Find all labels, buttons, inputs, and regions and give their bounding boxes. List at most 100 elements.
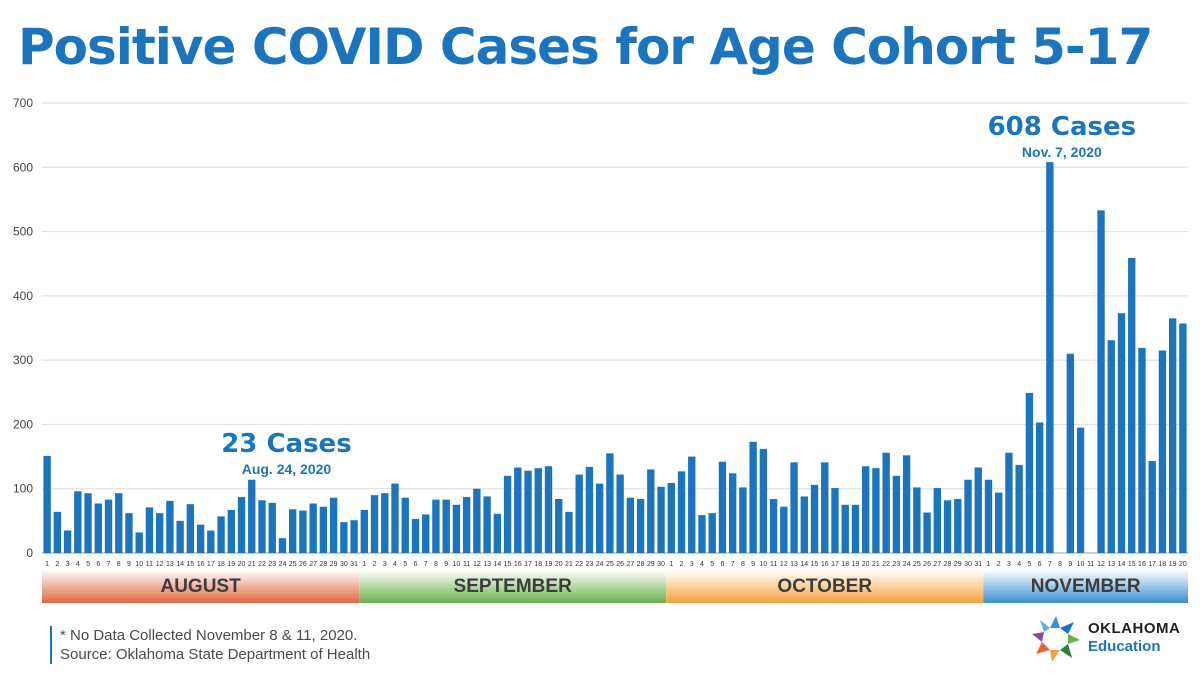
- day-label: 2: [55, 561, 59, 568]
- bar: [452, 504, 461, 553]
- day-label: 16: [514, 561, 522, 568]
- day-label: 10: [135, 561, 143, 568]
- bar: [503, 475, 512, 553]
- bar: [125, 513, 133, 553]
- bar: [340, 522, 348, 553]
- day-label: 30: [657, 561, 665, 568]
- day-label: 18: [217, 561, 225, 568]
- bar: [411, 518, 420, 553]
- day-label: 3: [383, 561, 387, 568]
- day-label: 1: [669, 561, 673, 568]
- day-label: 11: [770, 561, 777, 568]
- day-label: 8: [741, 561, 745, 568]
- day-label: 22: [882, 561, 890, 568]
- day-label: 14: [176, 561, 184, 568]
- bar: [53, 511, 62, 553]
- bar: [94, 503, 102, 553]
- bar: [749, 441, 757, 553]
- annotation-label: 608 Cases: [988, 112, 1137, 142]
- day-label: 14: [800, 561, 808, 568]
- month-bands: AUGUST SEPTEMBER OCTOBER NOVEMBER: [42, 570, 1188, 603]
- day-label: 11: [146, 561, 153, 568]
- bar: [1128, 257, 1136, 553]
- bar: [862, 466, 870, 553]
- bar: [166, 500, 174, 553]
- day-label: 12: [473, 561, 481, 568]
- day-label: 19: [227, 561, 235, 568]
- y-tick-label: 500: [13, 225, 33, 239]
- bar: [575, 474, 583, 553]
- day-label: 1: [987, 561, 991, 568]
- bar: [769, 499, 778, 553]
- day-label: 5: [403, 561, 407, 568]
- bar: [217, 516, 225, 553]
- bar: [473, 488, 481, 553]
- day-label: 29: [330, 561, 338, 568]
- bar: [1138, 347, 1146, 553]
- y-tick-label: 400: [13, 289, 33, 303]
- day-label: 18: [1159, 561, 1167, 568]
- month-band: [42, 570, 360, 603]
- bar: [872, 468, 880, 553]
- day-label: 4: [76, 561, 80, 568]
- logo-text: OKLAHOMA Education: [1088, 620, 1180, 656]
- day-label: 6: [720, 561, 724, 568]
- day-label: 6: [96, 561, 100, 568]
- day-label: 10: [1077, 561, 1085, 568]
- bar: [759, 448, 768, 553]
- bar: [555, 499, 563, 553]
- day-label: 28: [637, 561, 645, 568]
- bars: [43, 162, 1187, 553]
- day-label: 9: [444, 561, 448, 568]
- day-label: 14: [1118, 561, 1126, 568]
- bar: [196, 524, 205, 553]
- day-label: 23: [586, 561, 594, 568]
- day-label: 29: [954, 561, 962, 568]
- day-label: 4: [393, 561, 397, 568]
- day-label: 11: [463, 561, 470, 568]
- day-label: 15: [1128, 561, 1136, 568]
- bar: [1158, 350, 1167, 553]
- annotations: 23 Cases Aug. 24, 2020 608 Cases Nov. 7, 20…: [221, 112, 1136, 477]
- bar: [790, 462, 798, 553]
- day-label: 5: [86, 561, 90, 568]
- bar: [739, 487, 747, 553]
- bar: [1005, 452, 1013, 553]
- bar: [176, 520, 184, 553]
- bar: [728, 473, 737, 553]
- month-label: SEPTEMBER: [454, 576, 573, 597]
- bar: [636, 499, 645, 553]
- day-label: 7: [107, 561, 111, 568]
- bar: [657, 486, 665, 553]
- bar: [309, 503, 317, 553]
- bar: [1168, 318, 1177, 553]
- month-band: [666, 570, 984, 603]
- day-label: 5: [1027, 561, 1031, 568]
- day-label: 8: [117, 561, 121, 568]
- day-label: 24: [596, 561, 604, 568]
- day-label: 9: [127, 561, 131, 568]
- bar: [524, 470, 532, 553]
- day-label: 15: [186, 561, 194, 568]
- bar: [84, 493, 92, 553]
- day-label: 9: [1068, 561, 1072, 568]
- day-label: 26: [299, 561, 307, 568]
- oklahoma-star-icon: [1032, 616, 1080, 662]
- bar: [483, 496, 491, 553]
- bar: [74, 491, 82, 553]
- bar: [831, 488, 839, 553]
- chart-title: Positive COVID Cases for Age Cohort 5-17: [18, 18, 1153, 76]
- bar: [1025, 392, 1034, 553]
- bar: [780, 506, 788, 553]
- day-label: 29: [647, 561, 655, 568]
- y-tick-label: 700: [13, 96, 33, 110]
- day-label: 16: [197, 561, 205, 568]
- bar: [933, 488, 941, 553]
- bar: [155, 513, 164, 553]
- day-label: 19: [852, 561, 860, 568]
- y-tick-label: 0: [26, 546, 33, 560]
- bar: [902, 455, 911, 553]
- day-label: 24: [903, 561, 911, 568]
- bar: [606, 453, 614, 553]
- day-label: 6: [414, 561, 418, 568]
